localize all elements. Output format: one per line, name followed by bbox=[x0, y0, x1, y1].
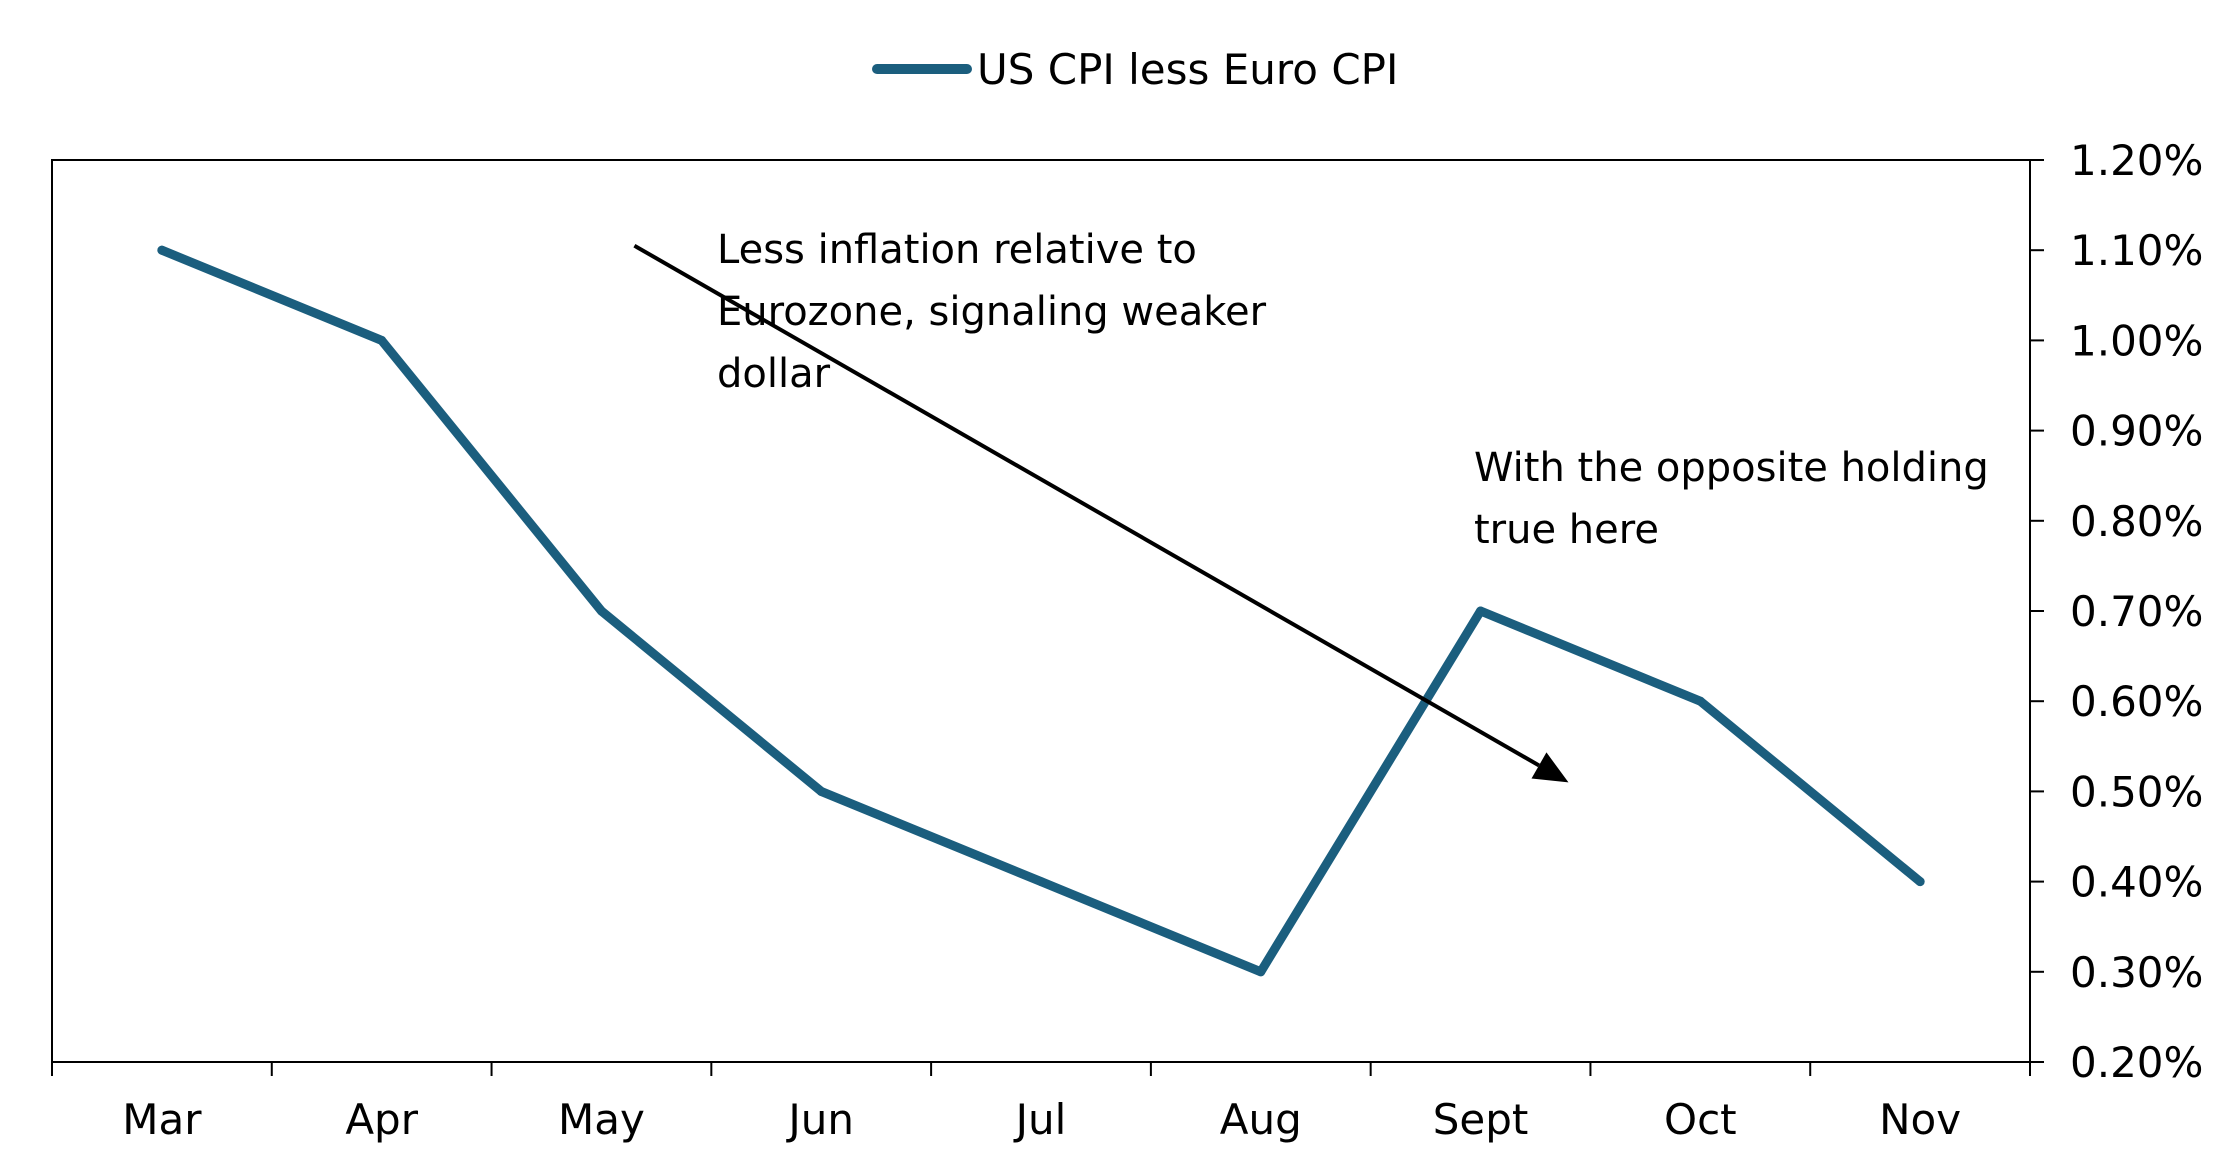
x-tick-label: Sept bbox=[1433, 1095, 1529, 1144]
x-axis: Mar Apr May Jun Jul Aug Sept Oct Nov bbox=[51, 1062, 2031, 1144]
data-point bbox=[1915, 877, 1925, 887]
y-tick-label: 0.80% bbox=[2070, 497, 2203, 546]
data-point bbox=[1036, 877, 1046, 887]
y-tick-label: 1.20% bbox=[2070, 136, 2203, 185]
x-tick-label: Oct bbox=[1664, 1095, 1737, 1144]
y-tick-label: 1.00% bbox=[2070, 316, 2203, 365]
data-point bbox=[157, 245, 167, 255]
x-tick-label: Mar bbox=[122, 1095, 202, 1144]
annotation-opposite-holding: With the opposite holding true here bbox=[1474, 445, 2001, 553]
annotation-weaker-line-1: Less inflation relative to bbox=[717, 227, 1197, 273]
trend-arrow bbox=[633, 243, 1569, 783]
x-tick-label: Jul bbox=[1013, 1095, 1067, 1144]
y-axis: 0.20% 0.30% 0.40% 0.50% 0.60% 0.70% 0.80% 0.90%… bbox=[2030, 136, 2203, 1087]
legend: US CPI less Euro CPI bbox=[872, 45, 1398, 94]
y-tick-label: 0.20% bbox=[2070, 1038, 2203, 1087]
x-tick-label: Jun bbox=[785, 1095, 854, 1144]
legend-label: US CPI less Euro CPI bbox=[977, 45, 1398, 94]
data-points bbox=[157, 245, 1925, 977]
y-tick-label: 0.30% bbox=[2070, 948, 2203, 997]
data-point bbox=[377, 335, 387, 345]
y-tick-label: 1.10% bbox=[2070, 226, 2203, 275]
data-point bbox=[816, 786, 826, 796]
y-tick-label: 0.50% bbox=[2070, 767, 2203, 816]
arrow-head-icon bbox=[1531, 752, 1569, 783]
annotation-opposite-line-1: With the opposite holding bbox=[1474, 445, 1989, 491]
series-line-us-cpi-less-euro-cpi bbox=[157, 245, 1925, 977]
y-tick-label: 0.90% bbox=[2070, 407, 2203, 456]
annotation-opposite-line-2: true here bbox=[1474, 507, 1659, 553]
annotation-weaker-line-3: dollar bbox=[717, 351, 831, 397]
data-point bbox=[1476, 606, 1486, 616]
x-tick-label: May bbox=[558, 1095, 645, 1144]
y-tick-label: 0.40% bbox=[2070, 858, 2203, 907]
x-tick-label: Nov bbox=[1879, 1095, 1961, 1144]
x-tick-label: Apr bbox=[345, 1095, 418, 1144]
x-tick-label: Aug bbox=[1220, 1095, 1302, 1144]
data-point bbox=[1256, 967, 1266, 977]
data-point bbox=[1695, 696, 1705, 706]
y-tick-label: 0.60% bbox=[2070, 677, 2203, 726]
arrow-shaft bbox=[633, 243, 1540, 768]
data-point bbox=[596, 606, 606, 616]
annotation-weaker-line-2: Eurozone, signaling weaker bbox=[717, 289, 1267, 335]
y-tick-label: 0.70% bbox=[2070, 587, 2203, 636]
annotation-weaker-dollar: Less inflation relative to Eurozone, sig… bbox=[717, 227, 1279, 397]
